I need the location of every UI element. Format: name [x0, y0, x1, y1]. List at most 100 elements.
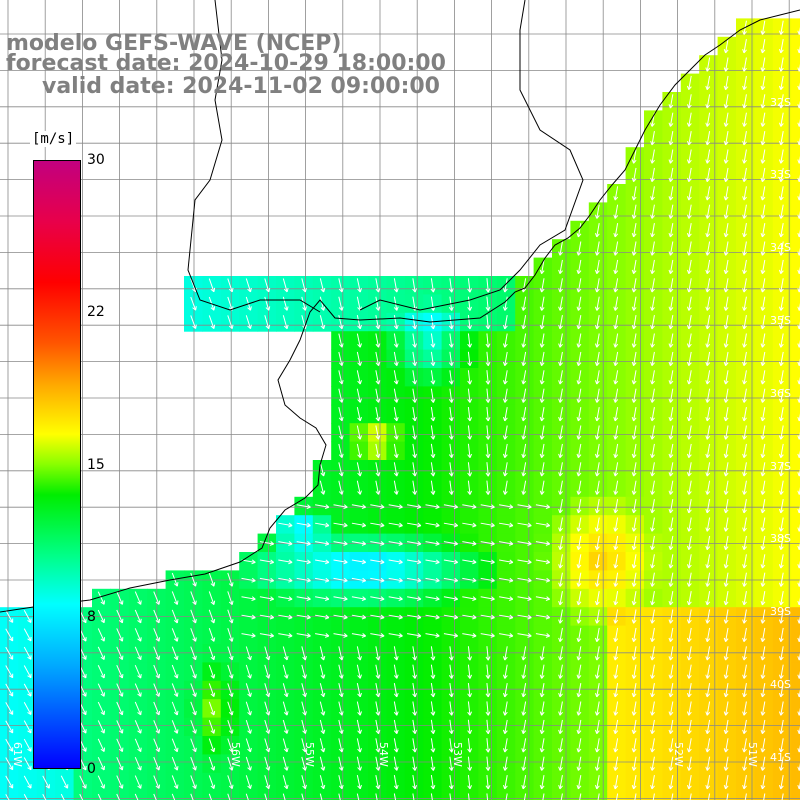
wind-arrow [778, 351, 784, 367]
wind-arrow [742, 149, 747, 164]
wind-arrow [412, 443, 418, 459]
wind-arrow [351, 522, 367, 528]
wind-arrow [499, 633, 514, 638]
wind-arrow [705, 204, 711, 219]
wind-arrow [576, 775, 582, 790]
wind-arrow [338, 407, 344, 422]
wind-arrow [594, 480, 600, 495]
wind-arrow [668, 554, 674, 569]
wind-arrow [594, 388, 600, 403]
wind-arrow [705, 462, 711, 477]
wind-arrow [517, 633, 532, 638]
wind-arrow [742, 315, 747, 330]
wind-arrow [631, 554, 637, 569]
wind-arrow [723, 462, 729, 477]
wind-arrow [594, 443, 600, 459]
wind-arrow [778, 480, 784, 495]
wind-arrow [613, 719, 619, 735]
wind-arrow [171, 701, 179, 716]
wind-arrow [631, 167, 637, 183]
wind-arrow [430, 756, 436, 771]
wind-arrow [686, 646, 692, 661]
wind-arrow [778, 738, 784, 753]
wind-arrow [97, 757, 106, 771]
wind-arrow [227, 278, 234, 293]
wind-arrow [425, 596, 440, 602]
wind-arrow [705, 296, 711, 311]
wind-arrow [705, 480, 711, 495]
wind-arrow [171, 591, 179, 605]
wind-arrow [778, 627, 784, 643]
lon-label: 51W [746, 742, 759, 767]
wind-arrow [116, 720, 124, 734]
wind-arrow [485, 774, 491, 790]
wind-arrow [241, 614, 256, 620]
wind-arrow [594, 572, 600, 587]
wind-arrow [356, 701, 362, 716]
wind-arrow [502, 443, 508, 459]
wind-arrow [613, 775, 619, 790]
wind-arrow [485, 701, 491, 716]
wind-arrow [338, 462, 344, 477]
wind-arrow [521, 370, 527, 385]
wind-arrow [485, 664, 491, 679]
wind-arrow [351, 559, 367, 565]
wind-arrow [208, 738, 216, 753]
wind-arrow [502, 315, 508, 330]
wind-arrow [760, 443, 766, 459]
wind-arrow [388, 596, 403, 602]
wind-arrow [430, 646, 436, 661]
wind-arrow [760, 609, 766, 624]
wind-arrow [705, 683, 711, 698]
wind-arrow [393, 664, 399, 679]
wind-arrow [576, 425, 582, 440]
wind-arrow [443, 541, 459, 546]
wind-speed-cell [791, 312, 800, 332]
wind-arrow [480, 504, 495, 510]
wind-speed-cell [791, 257, 800, 277]
wind-arrow [778, 572, 784, 587]
wind-arrow [668, 296, 674, 311]
wind-arrow [631, 664, 637, 679]
wind-arrow [319, 296, 326, 311]
wind-arrow [760, 186, 766, 201]
wind-arrow [278, 541, 293, 546]
wind-arrow [650, 480, 655, 495]
wind-arrow [412, 407, 418, 422]
wind-arrow [594, 259, 600, 275]
wind-arrow [338, 370, 344, 385]
wind-arrow [613, 664, 619, 679]
wind-arrow [594, 719, 600, 735]
wind-arrow [338, 315, 344, 330]
wind-arrow [723, 388, 729, 403]
wind-arrow [539, 407, 545, 422]
wind-arrow [517, 559, 532, 565]
wind-arrow [558, 278, 563, 293]
wind-arrow [668, 609, 674, 624]
wind-arrow [778, 407, 784, 422]
wind-arrow [264, 719, 271, 734]
wind-arrow [686, 627, 692, 643]
wind-arrow [412, 333, 418, 348]
wind-arrow [576, 370, 582, 385]
wind-arrow [467, 719, 473, 735]
wind-arrow [5, 702, 14, 715]
wind-speed-cell [791, 147, 800, 167]
wind-arrow [190, 701, 197, 716]
wind-arrow [259, 577, 275, 583]
wind-arrow [467, 462, 473, 477]
wind-arrow [241, 596, 256, 602]
wind-arrow [613, 756, 619, 771]
wind-arrow [631, 425, 637, 440]
wind-arrow [686, 167, 692, 183]
wind-speed-cell [791, 736, 800, 755]
wind-arrow [499, 596, 514, 602]
wind-speed-cell [736, 791, 755, 800]
wind-arrow [153, 683, 161, 697]
wind-arrow [296, 522, 311, 528]
wind-arrow [778, 425, 784, 440]
lon-label: 56W [229, 742, 242, 767]
wind-arrow [412, 278, 418, 293]
wind-arrow [668, 259, 674, 275]
wind-arrow [576, 738, 582, 753]
